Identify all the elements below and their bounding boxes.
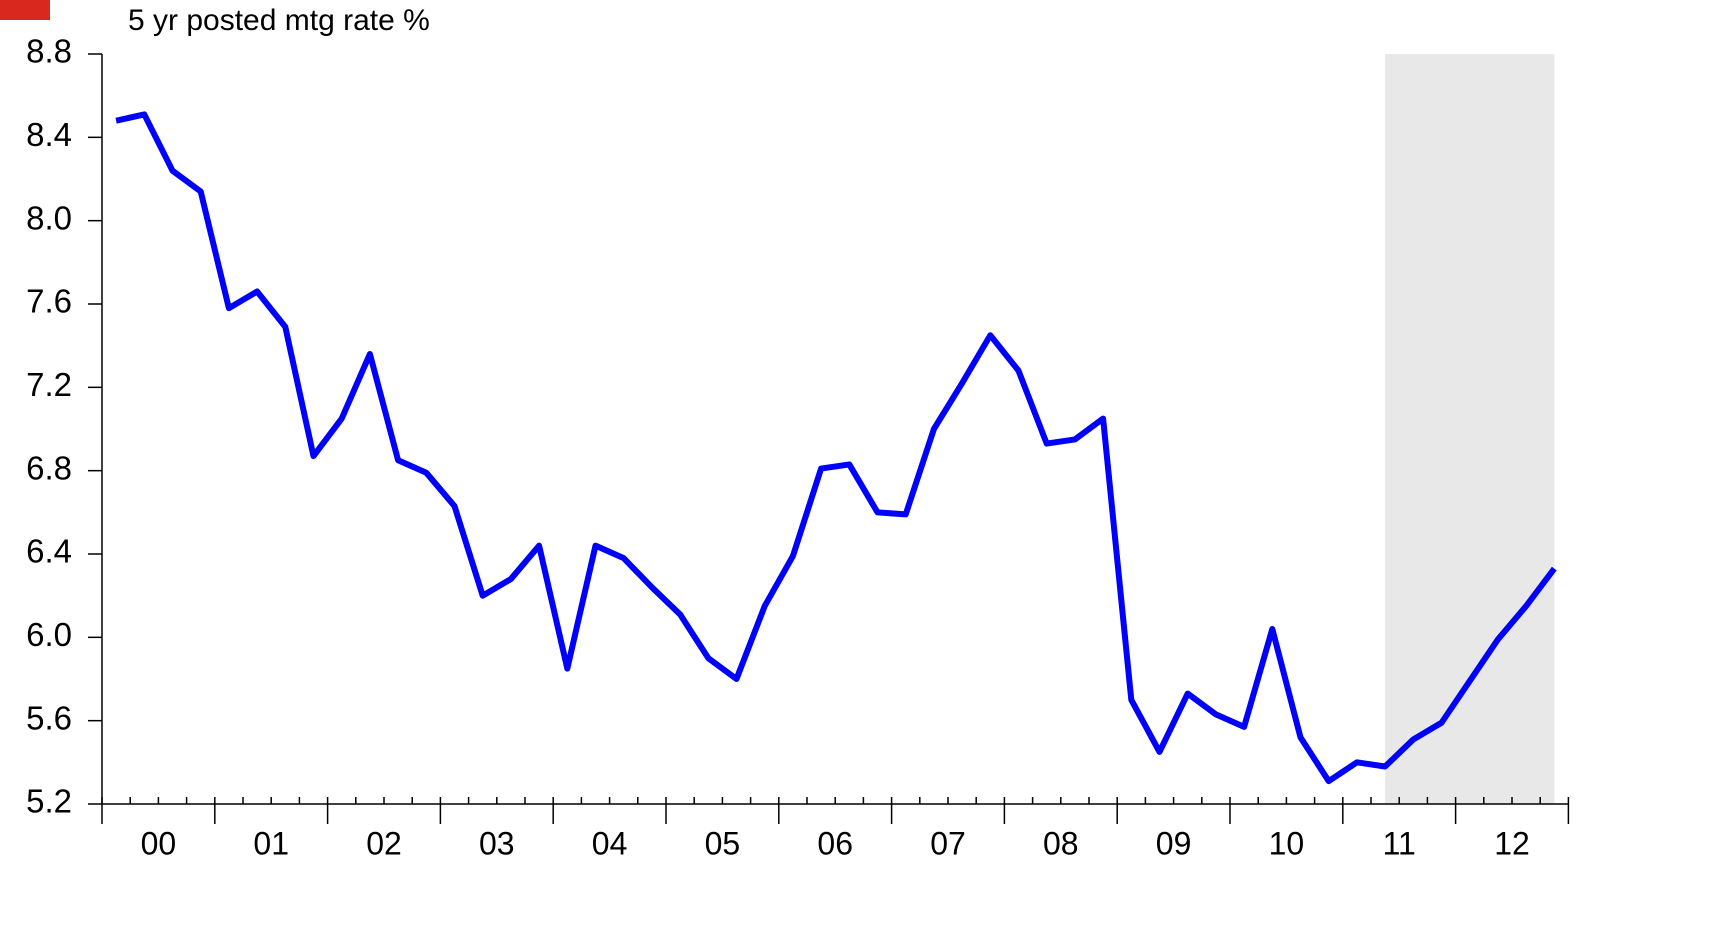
x-tick-label: 07 [930, 825, 966, 861]
chart-title: 5 yr posted mtg rate % [128, 4, 430, 37]
y-tick-label: 6.4 [26, 533, 72, 570]
series-line [115, 111, 1557, 785]
logo-block [0, 0, 50, 20]
y-tick-label: 7.2 [26, 366, 72, 403]
x-tick-label: 08 [1043, 825, 1079, 861]
x-tick-label: 10 [1269, 825, 1305, 861]
x-tick-label: 06 [817, 825, 853, 861]
x-tick-label: 04 [592, 825, 628, 861]
x-tick-label: 01 [253, 825, 289, 861]
x-tick-label: 00 [141, 825, 177, 861]
y-tick-label: 5.2 [26, 783, 72, 820]
x-tick-label: 09 [1156, 825, 1192, 861]
forecast-shade [1385, 54, 1555, 804]
x-tick-label: 05 [705, 825, 741, 861]
y-tick-label: 8.8 [26, 33, 72, 70]
y-tick-label: 8.0 [26, 199, 72, 236]
x-tick-label: 12 [1494, 825, 1530, 861]
y-tick-label: 6.0 [26, 616, 72, 653]
y-tick-label: 7.6 [26, 283, 72, 320]
y-tick-label: 8.4 [26, 116, 72, 153]
y-tick-label: 5.6 [26, 699, 72, 736]
y-tick-label: 6.8 [26, 449, 72, 486]
x-tick-label: 02 [366, 825, 402, 861]
x-tick-label: 11 [1383, 825, 1416, 861]
x-tick-label: 03 [479, 825, 515, 861]
